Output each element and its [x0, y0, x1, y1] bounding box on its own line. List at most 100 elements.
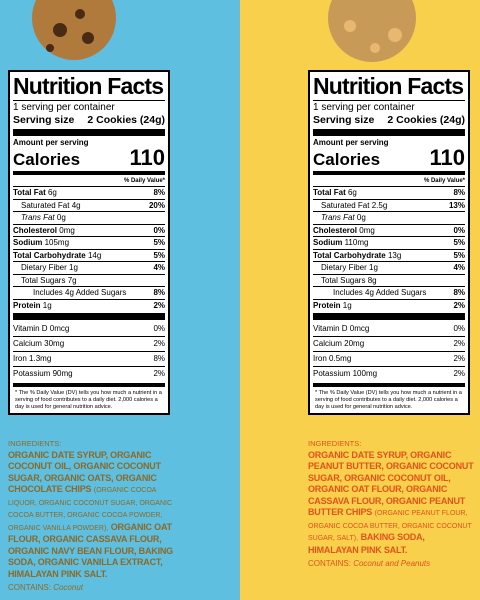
nutrient-amount: 2.5g	[371, 200, 388, 210]
nutrient-name: Saturated Fat	[21, 200, 70, 210]
vitamin: Iron 1.3mg	[13, 352, 51, 366]
calories-label: Calories	[313, 150, 381, 169]
chip	[82, 32, 94, 44]
nutrient-amount: 14g	[87, 250, 102, 260]
calories-value: 110	[129, 145, 166, 170]
ingredient-text: (ORGANIC COCOA LIQUOR, ORGANIC COCONUT S…	[8, 487, 172, 532]
nutrient-dv: 2%	[453, 300, 465, 310]
chip	[370, 43, 380, 53]
nutrient-name: Total Fat	[13, 188, 46, 197]
nutrient-amount: 6g	[347, 188, 357, 197]
vitamin-row: Vitamin D 0mcg 0%	[313, 322, 465, 336]
nutrient: Dietary Fiber 1g	[13, 262, 78, 274]
nutrient-dv: 2%	[153, 300, 165, 310]
nutrient: Protein 1g	[313, 300, 352, 312]
ingredients: INGREDIENTS: ORGANIC DATE SYRUP, ORGANIC…	[8, 438, 176, 594]
nutrient-name: Dietary Fiber	[21, 263, 67, 272]
nutrient: Cholesterol 0mg	[13, 225, 75, 237]
nutrient-dv: 20%	[148, 200, 165, 210]
vitamin-row: Iron 0.5mg 2%	[313, 351, 465, 366]
contains-value: Coconut and Peanuts	[353, 559, 431, 568]
ingredient-text: (ORGANIC PEANUT FLOUR, ORGANIC COCOA BUT…	[308, 510, 472, 542]
vitamin-dv: 2%	[153, 339, 165, 348]
nutrient-row: Includes 4g Added Sugars 8%	[313, 286, 465, 299]
serving-size-label: Serving size	[313, 114, 375, 126]
vitamin-dv: 2%	[453, 369, 465, 378]
nutrient: Trans Fat 0g	[13, 212, 66, 224]
nutrient-row: Includes 4g Added Sugars 8%	[13, 286, 165, 299]
nutrient-row: Total Sugars 7g	[13, 273, 165, 287]
nutrient-row: Sodium 105mg 5%	[13, 236, 165, 249]
nutrient-dv: 13%	[448, 200, 465, 210]
rule	[13, 100, 165, 101]
chip	[388, 28, 402, 42]
nutrient-name: Total Carbohydrate	[313, 250, 386, 260]
nutrient-row: Protein 1g 2%	[13, 298, 165, 312]
contains-label: CONTAINS:	[308, 559, 351, 568]
vitamin-dv: 0%	[453, 324, 465, 333]
vitamin: Vitamin D 0mcg	[313, 322, 369, 336]
ingredients-heading: INGREDIENTS:	[308, 439, 362, 448]
nutrient: Total Fat 6g	[13, 187, 57, 199]
vitamin-dv: 8%	[153, 354, 165, 363]
nutrient-name: Protein	[13, 300, 41, 310]
nutrient: Protein 1g	[13, 300, 52, 312]
nutrient: Cholesterol 0mg	[313, 225, 375, 237]
vitamin-amount: 30mg	[44, 339, 65, 348]
nutrient-row: Cholesterol 0mg 0%	[13, 223, 165, 237]
dv-header: % Daily Value*	[123, 178, 165, 184]
nutrient-amount: 13g	[387, 250, 402, 260]
vitamin-name: Vitamin D	[13, 324, 48, 333]
nutrition-label: Nutrition Facts 1 serving per container Se…	[8, 70, 170, 415]
serving-size: Serving size 2 Cookies (24g)	[313, 114, 465, 127]
vitamin-amount: 20mg	[344, 339, 365, 348]
label-title: Nutrition Facts	[313, 73, 464, 99]
calories-label: Calories	[13, 150, 81, 169]
vitamin-amount: 0mcg	[49, 324, 70, 333]
vitamin-dv: 2%	[453, 354, 465, 363]
vitamin: Calcium 20mg	[313, 337, 364, 351]
vitamin-dv: 2%	[453, 339, 465, 348]
nutrient-row: Total Carbohydrate 14g 5%	[13, 248, 165, 262]
nutrient: Saturated Fat 2.5g	[313, 200, 387, 212]
nutrient-amount: 1g	[42, 300, 52, 310]
nutrient-name: Sodium	[313, 238, 343, 247]
amount-per-serving: Amount per serving	[313, 138, 389, 147]
nutrient-dv: 5%	[153, 238, 165, 247]
nutrient-name: Cholesterol	[13, 225, 58, 235]
rule	[313, 171, 465, 175]
chip	[46, 44, 54, 52]
nutrient-row: Cholesterol 0mg 0%	[313, 223, 465, 237]
nutrient-row: Trans Fat 0g	[13, 211, 165, 224]
nutrient-amount: 1g	[342, 300, 352, 310]
nutrient-name: Total Fat	[313, 188, 346, 197]
nutrient-amount: 110mg	[344, 238, 369, 247]
nutrient-row: Saturated Fat 4g 20%	[13, 198, 165, 212]
serving-size: Serving size 2 Cookies (24g)	[13, 114, 165, 127]
amount-per-serving: Amount per serving	[13, 138, 89, 147]
nutrient-dv: 5%	[453, 238, 465, 247]
ingredients: INGREDIENTS: ORGANIC DATE SYRUP, ORGANIC…	[308, 438, 476, 570]
nutrient-row: Dietary Fiber 1g 4%	[313, 261, 465, 274]
vitamin-row: Calcium 30mg 2%	[13, 336, 165, 351]
calories-value: 110	[429, 145, 466, 170]
nutrient: Includes 4g Added Sugars	[313, 287, 426, 299]
nutrient: Dietary Fiber 1g	[313, 262, 378, 274]
rule	[313, 383, 465, 387]
nutrient-amount: 1g	[69, 263, 78, 272]
nutrient-row: Total Fat 6g 8%	[313, 186, 465, 199]
nutrient-name: Trans Fat	[321, 213, 355, 222]
nutrient: Sodium 110mg	[313, 237, 368, 249]
vitamin: Potassium 90mg	[13, 367, 73, 381]
nutrient: Total Fat 6g	[313, 187, 357, 199]
nutrient-dv: 5%	[453, 250, 465, 260]
nutrient-name: Saturated Fat	[321, 200, 370, 210]
nutrient-amount: 7g	[67, 275, 77, 285]
vitamin-name: Iron	[13, 354, 27, 363]
nutrient-dv: 8%	[153, 188, 165, 197]
nutrient-row: Total Carbohydrate 13g 5%	[313, 248, 465, 262]
nutrient-amount: 4g	[71, 200, 81, 210]
nutrient: Total Sugars 8g	[313, 275, 377, 287]
nutrient: Sodium 105mg	[13, 237, 69, 249]
